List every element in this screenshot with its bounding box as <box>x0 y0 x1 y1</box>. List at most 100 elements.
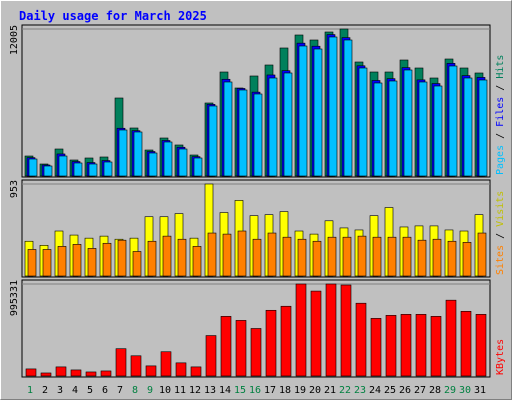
bar <box>373 82 383 177</box>
bar <box>475 314 487 377</box>
x-tick-label: 26 <box>399 385 411 396</box>
x-tick-label: 7 <box>117 385 123 396</box>
bar <box>237 230 247 277</box>
x-tick-label: 8 <box>132 385 138 396</box>
bar <box>207 232 217 277</box>
legend-entry: Visits <box>495 191 506 227</box>
x-tick-label: 20 <box>309 385 321 396</box>
x-tick-label: 10 <box>159 385 171 396</box>
x-tick-label: 11 <box>174 385 186 396</box>
bar <box>177 238 187 277</box>
x-tick-label: 30 <box>459 385 471 396</box>
bar <box>235 320 247 377</box>
bar <box>145 365 157 377</box>
bar <box>280 305 292 377</box>
bar <box>42 249 52 277</box>
bar <box>178 148 188 177</box>
bar <box>370 318 382 377</box>
bar <box>58 155 68 177</box>
bar <box>355 302 367 377</box>
bar <box>268 77 278 177</box>
bar <box>163 141 173 177</box>
bar <box>310 290 322 377</box>
bar <box>283 72 293 177</box>
x-tick-label: 23 <box>354 385 366 396</box>
bar <box>460 310 472 377</box>
bar <box>222 233 232 277</box>
y-tick-label: 12005 <box>9 25 20 55</box>
bar <box>220 316 232 377</box>
bar <box>118 129 128 177</box>
legend-entry: Sites <box>495 245 506 275</box>
x-tick-label: 19 <box>294 385 306 396</box>
bar <box>57 246 67 277</box>
bar <box>402 236 412 277</box>
bar <box>148 152 158 177</box>
bar <box>297 238 307 277</box>
bar <box>190 366 202 377</box>
x-tick-label: 9 <box>147 385 153 396</box>
chart-title: Daily usage for March 2025 <box>19 9 207 23</box>
bar <box>223 81 233 177</box>
bar <box>298 45 308 177</box>
bar <box>463 77 473 177</box>
legend: Pages / Files / Hits <box>495 55 506 175</box>
bar <box>400 314 412 377</box>
bar <box>430 316 442 377</box>
bar <box>192 246 202 277</box>
bar <box>27 249 37 277</box>
bar <box>415 314 427 377</box>
bar <box>313 48 323 177</box>
bar <box>385 315 397 377</box>
bar <box>340 284 352 377</box>
x-tick-label: 22 <box>339 385 351 396</box>
bar <box>267 232 277 277</box>
y-tick-label: 995331 <box>9 280 20 316</box>
bar <box>445 299 457 377</box>
x-tick-label: 16 <box>249 385 261 396</box>
legend-entry: KBytes <box>495 339 506 375</box>
bar <box>282 236 292 277</box>
bar <box>327 236 337 277</box>
bar <box>43 165 53 177</box>
x-tick-label: 17 <box>264 385 276 396</box>
bar <box>358 67 368 177</box>
bar <box>265 309 277 377</box>
legend-separator: / <box>495 79 506 97</box>
bar <box>193 157 203 177</box>
x-tick-label: 29 <box>444 385 456 396</box>
bar <box>387 236 397 277</box>
bar <box>73 162 83 177</box>
bar <box>448 65 458 177</box>
legend: KBytes <box>495 339 506 375</box>
bar <box>102 242 112 277</box>
bar <box>250 328 262 377</box>
bar <box>130 355 142 377</box>
x-tick-label: 18 <box>279 385 291 396</box>
bar <box>28 158 38 177</box>
bar <box>328 36 338 177</box>
bar <box>325 283 337 377</box>
x-tick-label: 25 <box>384 385 396 396</box>
bar <box>133 131 143 177</box>
x-tick-label: 3 <box>57 385 63 396</box>
bar <box>88 163 98 177</box>
bar <box>55 366 67 377</box>
x-tick-label: 14 <box>219 385 231 396</box>
x-tick-label: 2 <box>42 385 48 396</box>
bar <box>208 105 218 177</box>
bar <box>72 244 82 277</box>
bar <box>357 235 367 277</box>
bar <box>175 362 187 377</box>
bar <box>478 79 488 177</box>
bar <box>147 240 157 277</box>
bar <box>432 238 442 277</box>
bar <box>372 236 382 277</box>
bar <box>312 240 322 277</box>
x-tick-label: 1 <box>27 385 33 396</box>
x-tick-label: 5 <box>87 385 93 396</box>
legend: Sites / Visits <box>495 191 506 275</box>
bar <box>40 372 52 377</box>
bar <box>253 93 263 177</box>
